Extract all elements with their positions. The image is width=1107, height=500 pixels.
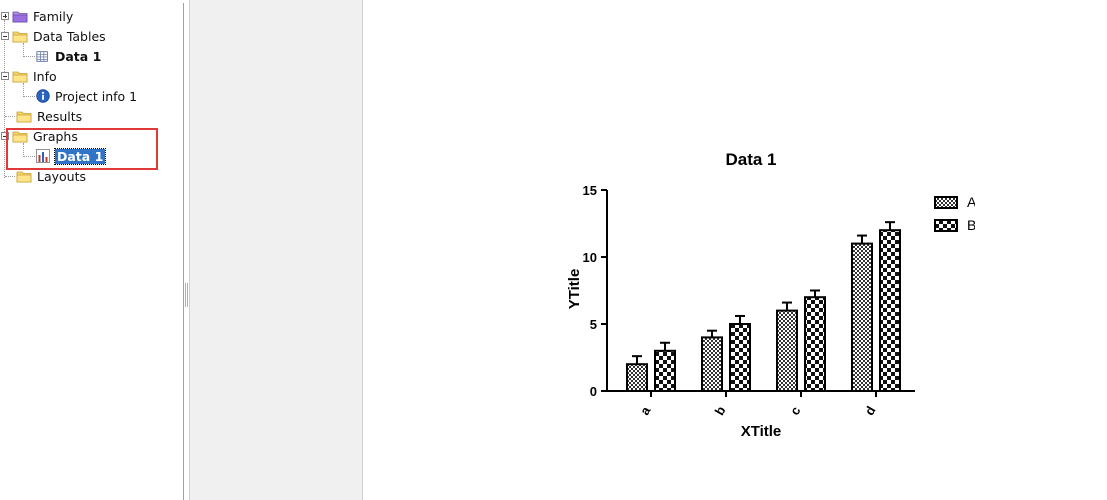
chart-title: Data 1 — [725, 150, 776, 169]
tree-item-results[interactable]: Results — [16, 106, 82, 126]
bar — [729, 323, 751, 392]
tree-item-label: Layouts — [37, 168, 87, 184]
tree-item-data-tables[interactable]: Data Tables — [1, 26, 106, 46]
project-navigator: Family Data Tables Data 1 Info Proj — [0, 0, 184, 500]
x-tick-label: d — [862, 404, 879, 418]
collapse-icon[interactable] — [1, 132, 9, 140]
x-tick-label: c — [787, 404, 804, 418]
tree-line — [23, 56, 35, 57]
y-axis-title: YTitle — [566, 269, 583, 310]
graph-area: Data 1 YTitle XTitle 0 5 10 15 a b c d A组 B组 — [555, 140, 991, 450]
tree-line — [23, 156, 35, 157]
highlight-annotation-box — [6, 128, 158, 170]
bar-graph-icon — [36, 149, 50, 163]
tree-item-graphs[interactable]: Graphs — [1, 126, 78, 146]
data-table-icon — [36, 50, 48, 62]
legend-swatch — [934, 196, 958, 209]
expand-icon[interactable] — [1, 12, 9, 20]
y-tick-label: 0 — [590, 384, 597, 399]
side-pane — [189, 0, 363, 500]
tree-item-label: Results — [37, 108, 83, 124]
bar — [879, 229, 901, 392]
y-tick-label: 5 — [590, 317, 597, 332]
tree-item-label: Graphs — [33, 128, 78, 144]
folder-icon — [12, 31, 28, 42]
tree-line — [5, 116, 15, 117]
legend-label: A组 — [967, 194, 975, 210]
bar — [701, 336, 723, 392]
tree-item-family[interactable]: Family — [1, 6, 73, 26]
tree-item-label: Data 1 — [53, 147, 107, 165]
tree-line — [23, 83, 24, 97]
folder-icon — [12, 131, 28, 142]
folder-icon — [12, 71, 28, 82]
bar-chart: Data 1 YTitle XTitle 0 5 10 15 a b c d A组 B组 — [566, 150, 991, 440]
tree-line — [4, 20, 5, 178]
tree-line — [23, 43, 24, 57]
tree-line — [23, 143, 24, 157]
y-tick-label: 10 — [583, 250, 597, 265]
bar — [776, 309, 798, 393]
legend-label: B组 — [967, 217, 975, 233]
tree-item-layouts[interactable]: Layouts — [16, 166, 86, 186]
collapse-icon[interactable] — [1, 72, 9, 80]
tree-item-info[interactable]: Info — [1, 66, 57, 86]
tree-line — [5, 176, 15, 177]
info-icon — [36, 89, 50, 103]
x-axis-title: XTitle — [741, 423, 782, 440]
y-tick-label: 15 — [583, 183, 597, 198]
tree-line — [23, 96, 35, 97]
tree-item-label: Data 1 — [55, 48, 102, 64]
tree-item-label: Data Tables — [33, 28, 106, 44]
tree-item-label: Info — [33, 68, 57, 84]
tree-item-project-info-1[interactable]: Project info 1 — [36, 86, 137, 106]
family-folder-icon — [12, 11, 28, 22]
chart-marks: 0 5 10 15 a b c d A组 B组 — [583, 183, 991, 418]
navigator-border — [183, 3, 184, 500]
tree-item-graph-data-1[interactable]: Data 1 — [36, 146, 107, 166]
bar — [654, 349, 676, 393]
tree-item-label: Project info 1 — [55, 88, 138, 104]
legend-swatch — [934, 219, 958, 232]
collapse-icon[interactable] — [1, 32, 9, 40]
folder-icon — [16, 111, 32, 122]
bar — [804, 296, 826, 392]
folder-icon — [16, 171, 32, 182]
bar — [851, 242, 873, 392]
x-tick-label: a — [637, 403, 654, 417]
splitter-handle[interactable] — [185, 283, 188, 307]
x-tick-label: b — [712, 404, 729, 418]
bar — [626, 363, 648, 392]
tree-item-label: Family — [33, 8, 74, 24]
tree-item-data-table-1[interactable]: Data 1 — [36, 46, 101, 66]
